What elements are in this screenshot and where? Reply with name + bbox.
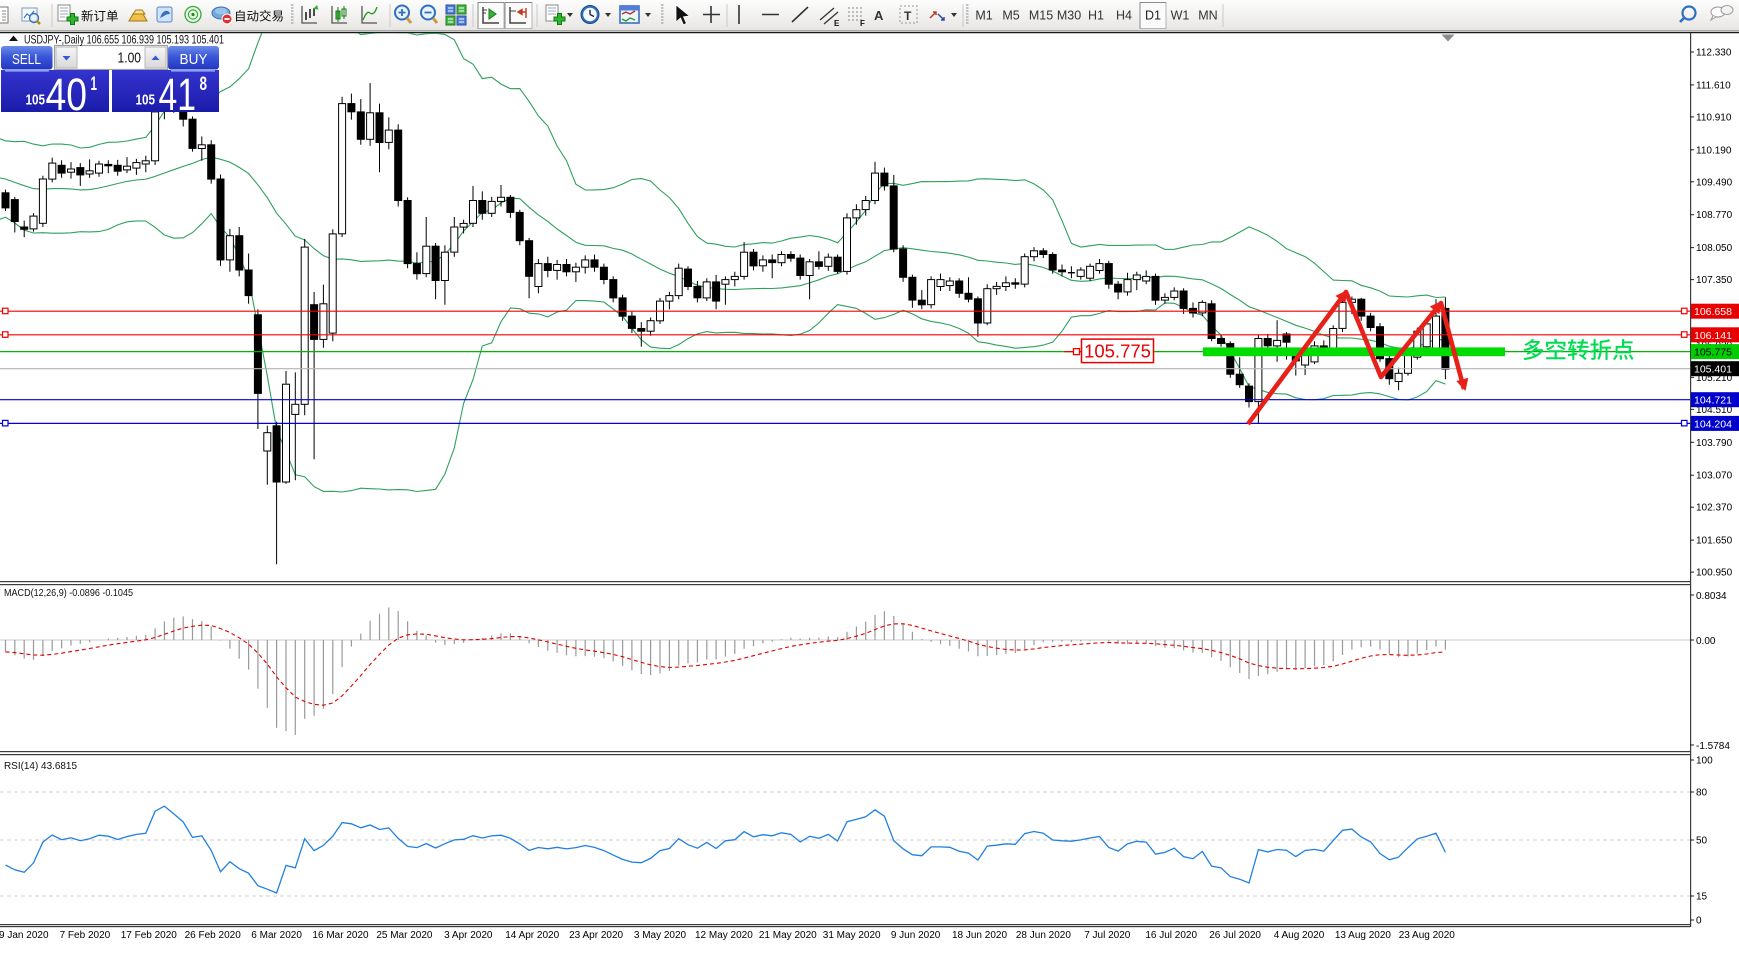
svg-text:4 Aug 2020: 4 Aug 2020 [1274,930,1325,941]
svg-text:23 Aug 2020: 23 Aug 2020 [1399,930,1456,941]
svg-text:MN: MN [1198,9,1217,23]
svg-text:16 Mar 2020: 16 Mar 2020 [312,930,369,941]
svg-text:109.490: 109.490 [1696,177,1733,188]
svg-text:14 Apr 2020: 14 Apr 2020 [505,930,559,941]
svg-text:29 Jan 2020: 29 Jan 2020 [0,930,49,941]
svg-text:23 Apr 2020: 23 Apr 2020 [569,930,623,941]
svg-text:105: 105 [26,93,46,109]
svg-text:0.8034: 0.8034 [1696,591,1727,602]
svg-text:110.190: 110.190 [1696,145,1732,156]
svg-text:M1: M1 [975,9,992,23]
svg-text:MACD(12,26,9) -0.0896 -0.1045: MACD(12,26,9) -0.0896 -0.1045 [4,587,133,599]
svg-text:16 Jul 2020: 16 Jul 2020 [1145,930,1197,941]
svg-text:100: 100 [1696,756,1713,767]
svg-text:SELL: SELL [12,51,41,68]
svg-text:100.950: 100.950 [1696,568,1733,579]
svg-text:1.00: 1.00 [118,50,142,67]
svg-text:-1.5784: -1.5784 [1696,741,1730,752]
svg-text:103.070: 103.070 [1696,471,1733,482]
svg-text:M30: M30 [1057,9,1081,23]
svg-text:102.370: 102.370 [1696,503,1733,514]
svg-text:104.510: 104.510 [1696,405,1733,416]
svg-text:W1: W1 [1171,9,1190,23]
svg-text:101.650: 101.650 [1696,536,1733,547]
svg-text:106.658: 106.658 [1694,306,1732,318]
svg-text:105.210: 105.210 [1696,373,1733,384]
svg-text:A: A [874,8,884,23]
svg-text:111.610: 111.610 [1696,80,1731,91]
svg-text:26 Feb 2020: 26 Feb 2020 [185,930,242,941]
svg-text:BUY: BUY [180,51,208,68]
svg-text:6 Mar 2020: 6 Mar 2020 [251,930,302,941]
svg-text:USDJPY-,Daily 106.655 106.939: USDJPY-,Daily 106.655 106.939 105.193 10… [24,33,224,47]
svg-text:50: 50 [1696,836,1708,847]
svg-text:26 Jul 2020: 26 Jul 2020 [1209,930,1261,941]
svg-text:15: 15 [1696,892,1708,903]
svg-text:9 Jun 2020: 9 Jun 2020 [891,930,941,941]
svg-text:17 Feb 2020: 17 Feb 2020 [121,930,178,941]
svg-text:0: 0 [1696,916,1702,927]
svg-text:106.141: 106.141 [1694,330,1732,342]
svg-text:107.350: 107.350 [1696,275,1733,286]
svg-text:7 Jul 2020: 7 Jul 2020 [1084,930,1131,941]
svg-text:3 May 2020: 3 May 2020 [634,930,687,941]
svg-text:7 Feb 2020: 7 Feb 2020 [60,930,111,941]
svg-text:103.790: 103.790 [1696,438,1733,449]
svg-text:80: 80 [1696,788,1708,799]
svg-text:110.910: 110.910 [1696,112,1732,123]
svg-text:41: 41 [159,69,197,120]
svg-text:18 Jun 2020: 18 Jun 2020 [952,930,1007,941]
svg-text:12 May 2020: 12 May 2020 [695,930,753,941]
svg-text:104.721: 104.721 [1694,395,1732,407]
svg-text:3 Apr 2020: 3 Apr 2020 [444,930,493,941]
svg-text:40: 40 [46,69,88,120]
svg-text:105.775: 105.775 [1084,341,1151,362]
svg-text:1: 1 [91,74,98,95]
svg-text:0.00: 0.00 [1696,636,1716,647]
svg-text:108.050: 108.050 [1696,243,1733,254]
svg-text:105: 105 [136,93,156,109]
svg-text:13 Aug 2020: 13 Aug 2020 [1335,930,1392,941]
svg-text:112.330: 112.330 [1696,48,1732,59]
svg-text:E: E [834,19,840,28]
svg-text:21 May 2020: 21 May 2020 [759,930,817,941]
svg-text:104.204: 104.204 [1694,418,1732,430]
svg-text:108.770: 108.770 [1696,210,1733,221]
svg-text:F: F [860,19,865,28]
svg-text:H1: H1 [1088,9,1104,23]
svg-text:T: T [904,9,912,23]
svg-text:25 Mar 2020: 25 Mar 2020 [376,930,433,941]
svg-text:M15: M15 [1029,9,1053,23]
svg-text:31 May 2020: 31 May 2020 [823,930,881,941]
svg-text:28 Jun 2020: 28 Jun 2020 [1016,930,1071,941]
svg-text:105.401: 105.401 [1694,364,1732,376]
svg-text:D1: D1 [1145,9,1161,23]
svg-text:H4: H4 [1116,9,1132,23]
svg-text:RSI(14) 43.6815: RSI(14) 43.6815 [4,760,77,772]
svg-text:M5: M5 [1002,9,1019,23]
svg-text:8: 8 [200,74,208,95]
svg-text:105.775: 105.775 [1694,347,1732,359]
